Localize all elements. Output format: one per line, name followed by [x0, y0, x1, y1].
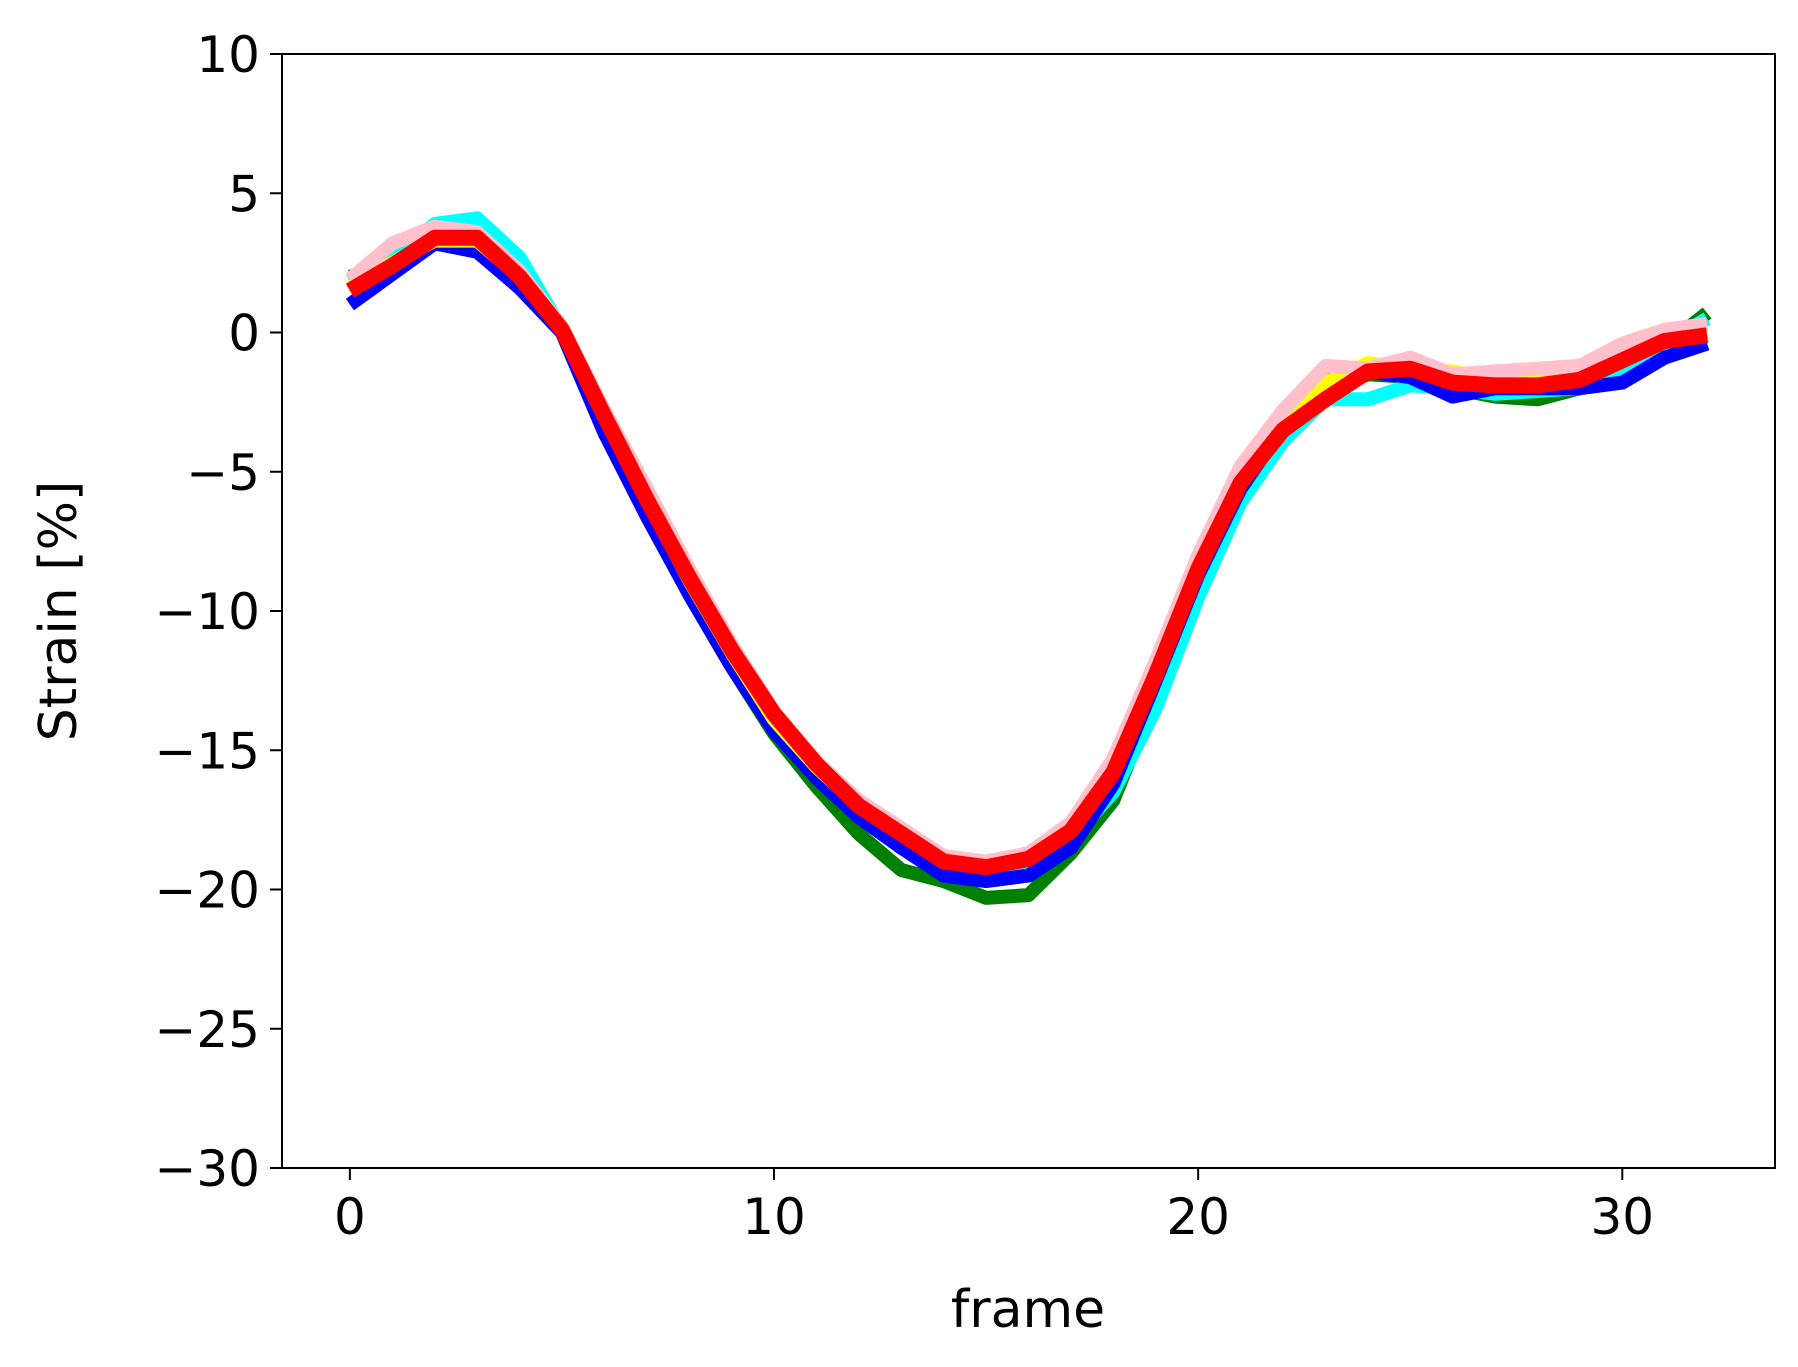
y-tick-label: −30 — [154, 1140, 260, 1198]
y-tick-label: 0 — [228, 305, 260, 363]
y-tick-label: −25 — [154, 1001, 260, 1059]
x-tick-label: 20 — [1166, 1188, 1230, 1246]
plot-series-group — [345, 211, 1712, 905]
y-axis-ticks: 10 5 0 −5 −10 −15 −20 −25 −30 — [154, 26, 282, 1198]
y-tick-label: −15 — [154, 722, 260, 780]
y-axis-label: Strain [%] — [29, 481, 89, 742]
x-tick-label: 10 — [742, 1188, 806, 1246]
x-tick-label: 30 — [1590, 1188, 1654, 1246]
y-tick-label: −20 — [154, 862, 260, 920]
x-axis-label: frame — [951, 1280, 1105, 1340]
y-tick-label: −5 — [186, 444, 260, 502]
series-line-5 — [345, 229, 1709, 876]
y-tick-label: 10 — [196, 26, 260, 84]
x-axis-ticks: 0 10 20 30 — [334, 1168, 1654, 1246]
y-tick-label: −10 — [154, 583, 260, 641]
y-tick-label: 5 — [228, 165, 260, 223]
x-tick-label: 0 — [334, 1188, 366, 1246]
